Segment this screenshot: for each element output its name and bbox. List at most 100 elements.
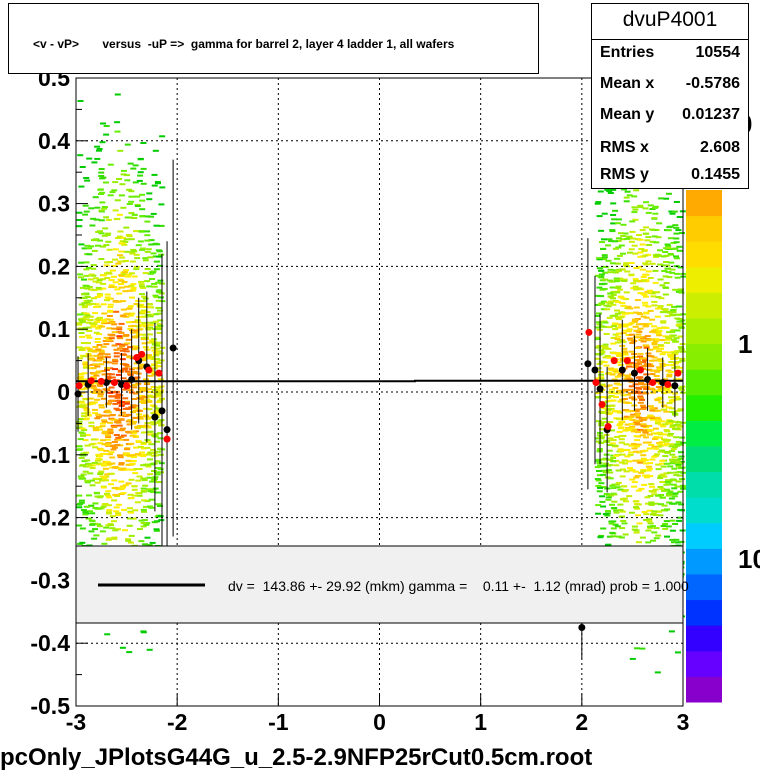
heatmap-cell bbox=[150, 321, 157, 324]
heatmap-cell bbox=[92, 426, 99, 429]
heatmap-cell bbox=[157, 319, 164, 322]
heatmap-cell bbox=[595, 504, 602, 507]
heatmap-cell bbox=[639, 647, 646, 650]
heatmap-cell bbox=[603, 471, 610, 474]
heatmap-cell bbox=[146, 333, 153, 336]
heatmap-cell bbox=[103, 526, 110, 529]
heatmap-cell bbox=[634, 347, 641, 349]
heatmap-cell bbox=[656, 510, 662, 513]
heatmap-cell bbox=[84, 346, 91, 349]
heatmap-cell bbox=[132, 383, 139, 386]
heatmap-cell bbox=[667, 434, 673, 437]
heatmap-cell bbox=[78, 332, 85, 334]
heatmap-cell bbox=[115, 343, 122, 346]
heatmap-cell bbox=[663, 326, 670, 329]
heatmap-cell bbox=[609, 229, 616, 232]
heatmap-cell bbox=[615, 481, 622, 484]
heatmap-cell bbox=[614, 312, 621, 315]
heatmap-cell bbox=[123, 238, 130, 241]
heatmap-cell bbox=[601, 320, 608, 323]
heatmap-cell bbox=[93, 218, 100, 221]
heatmap-cell bbox=[105, 511, 112, 514]
heatmap-cell bbox=[145, 248, 152, 251]
heatmap-cell bbox=[99, 422, 106, 425]
heatmap-cell bbox=[119, 183, 126, 186]
heatmap-cell bbox=[640, 470, 647, 473]
heatmap-cell bbox=[124, 285, 130, 288]
heatmap-cell bbox=[598, 376, 604, 379]
heatmap-cell bbox=[666, 331, 673, 334]
heatmap-cell bbox=[621, 312, 628, 315]
heatmap-cell bbox=[650, 432, 657, 435]
heatmap-cell bbox=[139, 199, 146, 202]
heatmap-cell bbox=[675, 378, 682, 381]
heatmap-cell bbox=[601, 407, 608, 410]
heatmap-cell bbox=[112, 248, 119, 251]
heatmap-cell bbox=[85, 303, 92, 306]
heatmap-cell bbox=[117, 278, 124, 281]
heatmap-cell bbox=[662, 423, 669, 426]
heatmap-cell bbox=[112, 446, 118, 449]
heatmap-cell bbox=[664, 243, 671, 246]
heatmap-cell bbox=[92, 412, 99, 415]
heatmap-cell bbox=[655, 296, 662, 299]
heatmap-cell bbox=[106, 376, 112, 379]
heatmap-cell bbox=[142, 259, 149, 262]
heatmap-cell bbox=[666, 406, 672, 409]
heatmap-cell bbox=[101, 464, 108, 467]
heatmap-cell bbox=[109, 334, 116, 337]
heatmap-cell bbox=[664, 430, 671, 433]
heatmap-cell bbox=[134, 257, 141, 260]
heatmap-cell bbox=[619, 302, 626, 305]
heatmap-cell bbox=[85, 321, 92, 324]
heatmap-cell bbox=[650, 417, 657, 419]
heatmap-cell bbox=[605, 408, 612, 411]
heatmap-cell bbox=[635, 323, 642, 326]
heatmap-cell bbox=[103, 336, 110, 339]
heatmap-cell bbox=[85, 326, 92, 329]
heatmap-cell bbox=[141, 519, 148, 522]
heatmap-cell bbox=[679, 319, 686, 322]
heatmap-cell bbox=[631, 195, 638, 198]
heatmap-cell bbox=[677, 346, 684, 349]
heatmap-cell bbox=[670, 311, 677, 313]
heatmap-cell bbox=[94, 495, 101, 498]
heatmap-cell bbox=[613, 392, 620, 395]
heatmap-cell bbox=[609, 388, 615, 391]
heatmap-cell bbox=[668, 361, 675, 363]
heatmap-cell bbox=[634, 474, 641, 477]
stats-row-rms-y: RMS y 0.1455 bbox=[600, 166, 740, 190]
heatmap-cell bbox=[96, 359, 103, 362]
heatmap-cell bbox=[112, 209, 119, 212]
heatmap-cell bbox=[76, 219, 83, 221]
heatmap-cell bbox=[601, 396, 607, 399]
heatmap-cell bbox=[657, 249, 663, 252]
heatmap-cell bbox=[104, 367, 111, 369]
heatmap-cell bbox=[596, 267, 603, 270]
heatmap-cell bbox=[640, 340, 647, 343]
heatmap-cell bbox=[615, 239, 622, 242]
heatmap-cell bbox=[85, 334, 92, 337]
heatmap-cell bbox=[645, 305, 652, 308]
heatmap-cell bbox=[671, 541, 677, 544]
heatmap-cell bbox=[125, 468, 132, 471]
heatmap-cell bbox=[148, 451, 155, 454]
heatmap-cell bbox=[79, 541, 86, 544]
heatmap-cell bbox=[104, 409, 111, 412]
heatmap-cell bbox=[632, 428, 639, 431]
heatmap-cell bbox=[157, 448, 164, 450]
heatmap-cell bbox=[112, 360, 119, 363]
heatmap-cell bbox=[633, 435, 640, 438]
heatmap-cell bbox=[635, 392, 641, 394]
heatmap-cell bbox=[637, 355, 644, 358]
heatmap-cell bbox=[643, 476, 650, 479]
heatmap-cell bbox=[115, 373, 122, 376]
heatmap-cell bbox=[135, 244, 142, 247]
data-point-black bbox=[578, 624, 586, 631]
heatmap-cell bbox=[157, 515, 164, 518]
heatmap-cell bbox=[609, 286, 616, 289]
heatmap-cell bbox=[155, 491, 161, 494]
heatmap-cell bbox=[101, 420, 108, 423]
heatmap-cell bbox=[144, 536, 151, 539]
heatmap-cell bbox=[660, 525, 667, 527]
